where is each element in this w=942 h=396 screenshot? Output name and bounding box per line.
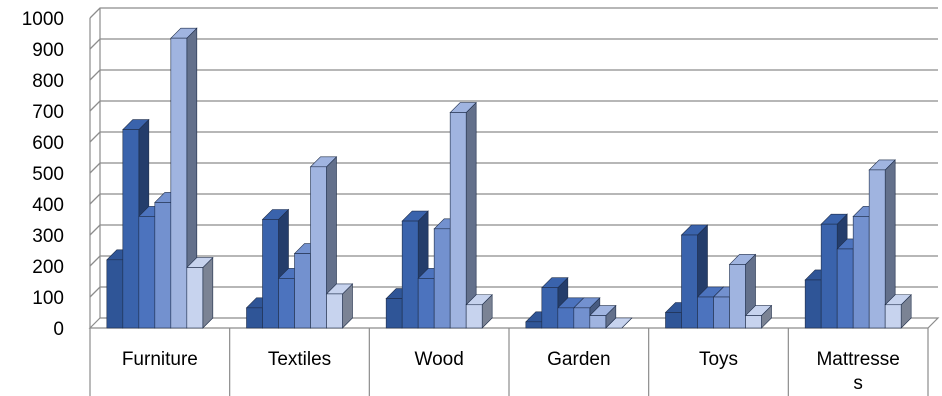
bar-front	[278, 278, 295, 329]
bar-front	[589, 315, 607, 329]
bar	[261, 208, 290, 329]
bar-front	[449, 112, 467, 329]
gridline	[89, 69, 938, 81]
bar-front	[138, 216, 156, 329]
gridline	[89, 286, 938, 298]
category-label: Wood	[415, 349, 464, 370]
bar-side	[202, 256, 214, 329]
bar-front	[804, 279, 822, 329]
gridline	[89, 162, 938, 174]
bar	[868, 159, 896, 329]
bar-front	[310, 166, 327, 329]
bar-front	[262, 219, 279, 329]
bar-front	[697, 296, 714, 329]
bar	[170, 27, 198, 329]
category-label: Toys	[699, 349, 738, 370]
bar-front	[681, 234, 698, 329]
category-label: Garden	[547, 349, 610, 370]
bar	[186, 256, 214, 329]
y-tick-label: 600	[32, 133, 64, 154]
bar-front	[326, 293, 343, 329]
bar-front	[884, 304, 902, 329]
bar-front	[154, 202, 172, 329]
y-tick-label: 200	[32, 257, 64, 278]
gridline	[89, 131, 938, 143]
category-label: Furniture	[122, 349, 198, 370]
bar-front	[106, 259, 124, 329]
y-tick-label: 400	[32, 195, 64, 216]
bar-front	[573, 307, 591, 329]
bar-top	[605, 317, 633, 329]
bar-front	[852, 216, 870, 329]
bar-front	[170, 37, 188, 329]
bar-front	[401, 220, 419, 329]
category-label: s	[853, 373, 863, 394]
gridline	[89, 193, 938, 205]
bar-front	[186, 267, 204, 329]
y-tick-label: 700	[32, 102, 64, 123]
bar-front	[557, 307, 575, 329]
category-label: Textiles	[268, 349, 331, 370]
bar-front	[820, 223, 838, 329]
bar-front	[713, 296, 730, 329]
bar	[605, 317, 633, 329]
y-tick-label: 100	[32, 288, 64, 309]
bar-front	[417, 278, 435, 329]
gridline	[89, 7, 938, 19]
gridline	[89, 255, 938, 267]
bar-front	[525, 321, 543, 329]
bars	[106, 27, 912, 329]
gridline	[89, 100, 938, 112]
bar	[744, 304, 773, 329]
y-tick-label: 0	[53, 319, 64, 340]
category-label: Mattresse	[816, 349, 899, 370]
gridlines	[89, 7, 938, 298]
y-tick-label: 900	[32, 40, 64, 61]
bar	[309, 156, 338, 329]
bar-front	[745, 315, 762, 329]
bar-front	[433, 228, 451, 329]
bar	[589, 304, 617, 329]
bar-front	[385, 298, 403, 329]
y-tick-label: 800	[32, 71, 64, 92]
gridline	[89, 224, 938, 236]
bar-front	[729, 264, 746, 329]
y-tick-label: 500	[32, 164, 64, 185]
bar-front	[294, 253, 311, 329]
y-tick-label: 1000	[22, 9, 64, 30]
y-axis-ticks: 0 100 200 300 400 500 600 700 800 900 1000	[22, 9, 64, 340]
category-axis: Furniture Textiles Wood Garden Toys Mattresse…	[89, 328, 929, 396]
bar	[465, 294, 493, 329]
y-tick-label: 300	[32, 226, 64, 247]
bar-front	[868, 169, 886, 329]
bar	[325, 283, 354, 329]
bar-front	[122, 129, 140, 329]
bar-front	[465, 304, 483, 329]
bar-front	[665, 312, 682, 329]
bar	[884, 294, 912, 329]
gridline	[89, 38, 938, 50]
bar-side	[465, 101, 477, 329]
bar-front	[541, 287, 559, 329]
bar-front	[836, 248, 854, 329]
bar-front	[246, 307, 263, 329]
bar	[449, 101, 477, 329]
